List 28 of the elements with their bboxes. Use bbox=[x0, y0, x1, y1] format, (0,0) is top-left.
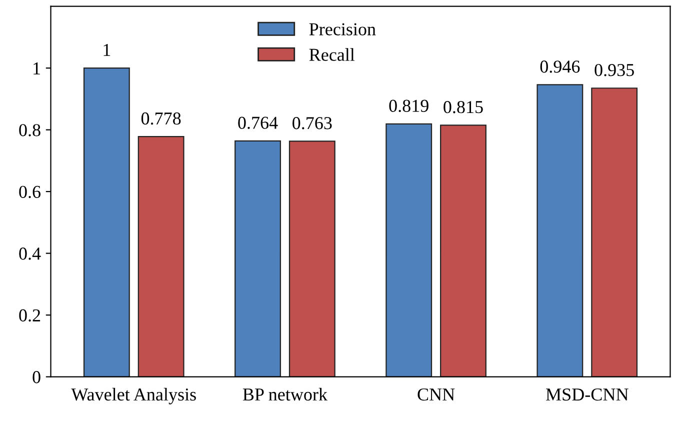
bar bbox=[83, 68, 130, 377]
data-label: 1 bbox=[104, 44, 110, 56]
bar bbox=[386, 123, 432, 377]
data-label: 0.815 bbox=[444, 100, 483, 114]
x-tick-label: MSD-CNN bbox=[546, 388, 628, 401]
bar bbox=[138, 136, 184, 377]
y-tick-label: 0.4 bbox=[19, 248, 41, 260]
y-tick-label: 0.8 bbox=[19, 124, 40, 136]
bar bbox=[591, 88, 638, 377]
bar bbox=[536, 84, 584, 377]
bar bbox=[440, 124, 486, 377]
y-tick-label: 0.6 bbox=[19, 186, 41, 198]
data-label: 0.778 bbox=[141, 112, 181, 125]
legend-label: Precision bbox=[309, 23, 376, 36]
data-label: 0.819 bbox=[389, 100, 428, 112]
data-label: 0.935 bbox=[594, 64, 634, 76]
y-tick-label: 0 bbox=[32, 371, 40, 384]
x-tick-label: Wavelet Analysis bbox=[71, 388, 196, 404]
bar bbox=[288, 140, 336, 377]
bar bbox=[234, 140, 281, 377]
data-label: 0.946 bbox=[540, 60, 580, 73]
data-label: 0.763 bbox=[292, 117, 332, 130]
legend-label: Recall bbox=[309, 48, 355, 61]
y-tick-label: 1 bbox=[34, 62, 40, 74]
x-tick-label: CNN bbox=[418, 388, 455, 401]
x-tick-label: BP network bbox=[242, 388, 328, 401]
data-label: 0.764 bbox=[238, 116, 278, 129]
y-tick-label: 0.2 bbox=[19, 309, 40, 322]
